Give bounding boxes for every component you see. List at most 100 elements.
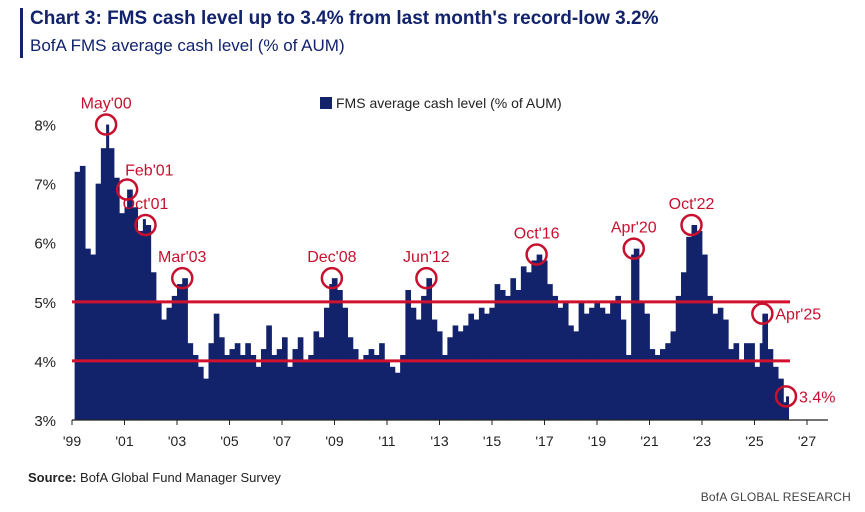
- data-bar: [457, 331, 464, 420]
- x-tick-label: '99: [63, 433, 81, 449]
- data-bar: [620, 319, 627, 420]
- data-bar: [691, 225, 698, 420]
- data-bar: [717, 307, 724, 420]
- data-bar: [282, 337, 288, 420]
- annotation-label: Mar'03: [158, 249, 207, 266]
- data-bar: [494, 284, 501, 420]
- data-bar: [547, 284, 553, 420]
- data-bar: [324, 307, 330, 420]
- data-bar: [707, 295, 713, 420]
- data-bar: [208, 343, 215, 420]
- data-bar: [649, 349, 656, 420]
- y-tick-label: 7%: [34, 177, 56, 194]
- data-bar: [313, 331, 320, 420]
- data-bar: [615, 295, 622, 420]
- x-tick-label: '09: [325, 433, 343, 449]
- data-bar: [520, 266, 527, 420]
- data-bar: [510, 278, 517, 420]
- data-bar: [108, 148, 115, 420]
- data-bar: [203, 378, 209, 420]
- data-bar: [531, 260, 538, 420]
- annotation-circle: [320, 266, 344, 290]
- annotation-label: 3.4%: [799, 389, 835, 406]
- axis-layer: 3% 4% 5% 6% 7% 8% '99 '01 '03 '05 '07 '09 '11 '13 '15 '…: [34, 118, 828, 449]
- reference-lines-layer: [72, 300, 790, 363]
- data-bar: [224, 355, 230, 420]
- data-bar: [100, 148, 107, 420]
- data-bar: [352, 349, 359, 420]
- data-bar: [363, 355, 370, 420]
- y-tick-label: 3%: [34, 413, 56, 430]
- data-bar: [297, 337, 304, 420]
- data-bar: [478, 307, 485, 420]
- data-bar: [410, 307, 417, 420]
- data-bar: [229, 349, 236, 420]
- x-tick-label: '17: [535, 433, 553, 449]
- data-bar: [142, 219, 146, 420]
- annotation-label: Feb'01: [125, 163, 174, 180]
- annotation-circle: [94, 113, 118, 136]
- data-bar: [331, 278, 338, 420]
- data-bar: [161, 319, 167, 420]
- data-bar: [759, 343, 763, 420]
- data-bar: [342, 307, 349, 420]
- data-bar: [702, 254, 708, 420]
- data-bar: [526, 272, 532, 420]
- annotation-circle: [622, 237, 645, 260]
- data-bar: [337, 290, 343, 420]
- data-bar: [415, 319, 422, 420]
- data-bar: [171, 295, 178, 420]
- data-bar: [145, 225, 152, 420]
- annotation-label: Oct'16: [514, 226, 560, 243]
- data-bar: [468, 313, 475, 420]
- y-tick-label: 5%: [34, 295, 56, 312]
- data-bar: [604, 313, 611, 420]
- chart-title: Chart 3: FMS cash level up to 3.4% from …: [30, 8, 659, 29]
- data-bar: [240, 355, 246, 420]
- data-bar: [192, 355, 199, 420]
- data-bar: [767, 349, 774, 420]
- data-bar: [696, 230, 703, 420]
- y-tick-label: 4%: [34, 354, 56, 371]
- y-tick-label: 6%: [34, 236, 56, 253]
- data-bar: [505, 295, 511, 420]
- x-tick-label: '21: [640, 433, 658, 449]
- data-bar: [234, 343, 241, 420]
- x-tick-label: '07: [273, 433, 291, 449]
- annotation-label: Apr'20: [611, 220, 657, 237]
- data-bar: [329, 284, 333, 420]
- annotation-circle: [134, 213, 157, 237]
- bars-layer: [74, 124, 790, 421]
- data-bar: [625, 355, 632, 420]
- data-bar: [266, 325, 272, 420]
- annotation-circle: [774, 385, 798, 408]
- data-bar: [499, 290, 506, 420]
- data-bar: [373, 355, 380, 420]
- data-bar: [124, 207, 128, 420]
- data-bar: [670, 331, 677, 420]
- data-bar: [303, 360, 309, 420]
- data-bar: [127, 189, 133, 420]
- annotation-label: Dec'08: [307, 249, 356, 266]
- data-bar: [589, 307, 595, 420]
- annotation-circle: [525, 243, 548, 266]
- annotation-label: Apr'25: [775, 307, 821, 324]
- data-bar: [786, 396, 790, 420]
- annotation-label: Oct'01: [123, 196, 169, 213]
- source-note: Source: BofA Global Fund Manager Survey: [28, 470, 281, 485]
- data-bar: [583, 313, 590, 420]
- title-accent-bar: [20, 8, 23, 58]
- data-bar: [436, 331, 443, 420]
- data-bar: [166, 307, 173, 420]
- data-bar: [660, 349, 666, 420]
- data-bar: [379, 343, 385, 420]
- data-bar: [132, 207, 139, 420]
- data-bar: [644, 313, 650, 420]
- data-bar: [749, 343, 755, 420]
- data-bar: [484, 313, 490, 420]
- data-bar: [452, 325, 459, 420]
- x-tick-label: '25: [745, 433, 763, 449]
- data-bar: [137, 230, 144, 420]
- annotation-label: Jun'12: [403, 249, 450, 266]
- data-bar: [654, 355, 661, 420]
